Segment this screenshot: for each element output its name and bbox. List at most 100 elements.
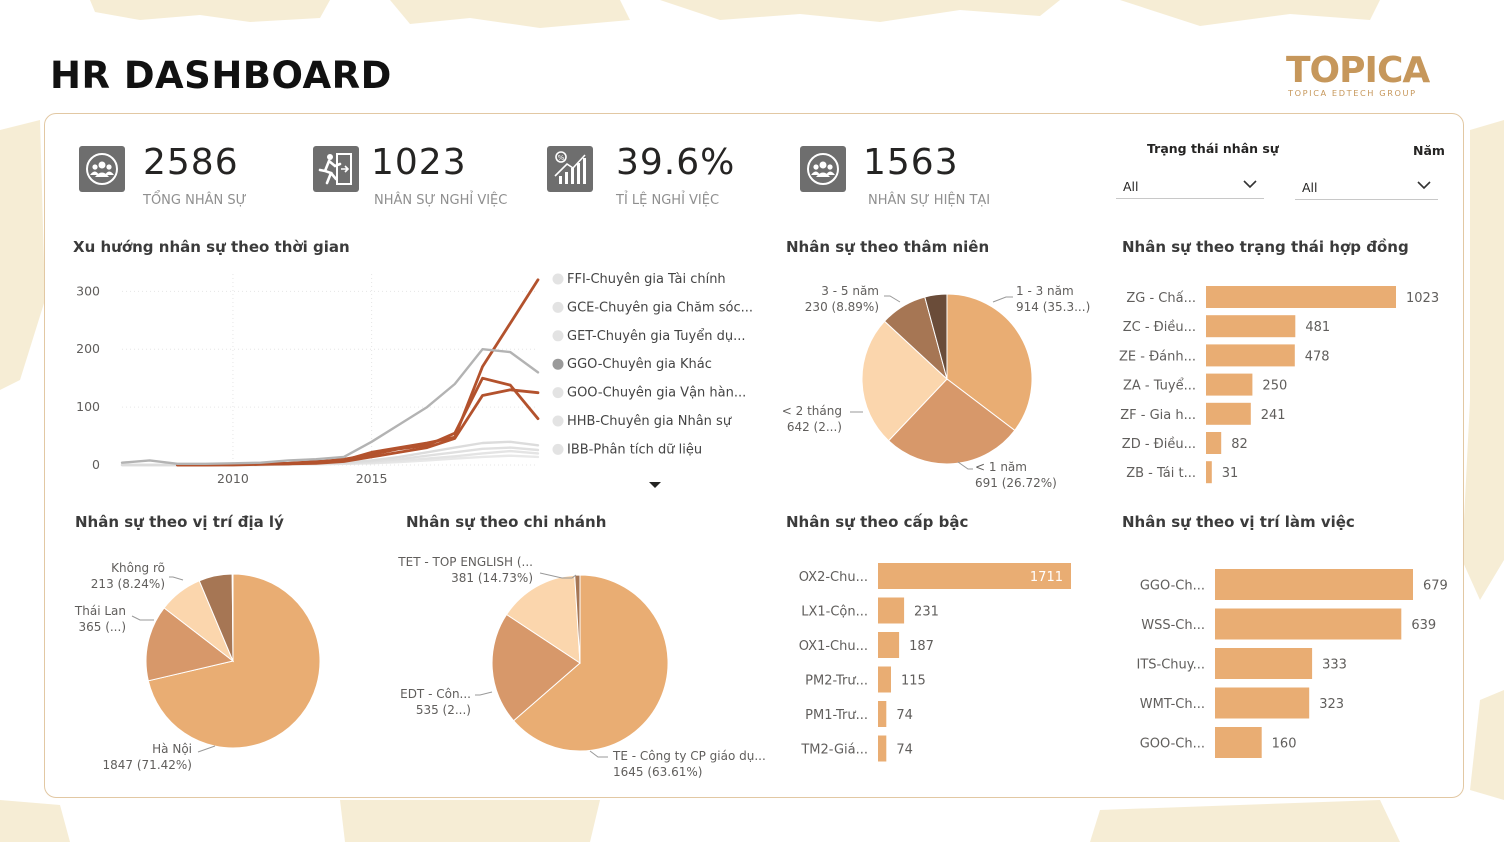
slice-label: < 1 năm [975,460,1027,474]
slice-label: TET - TOP ENGLISH (... [397,555,533,569]
category-label: WSS-Ch... [1141,618,1205,633]
exit-door-icon [313,146,359,192]
series-line [176,376,540,467]
bar-value-label: 31 [1222,466,1239,481]
slice-value: 213 (8.24%) [91,577,165,591]
kpi-value: 2586 [143,142,239,183]
dropdown-value: All [1123,179,1139,194]
pie-slice [512,574,669,752]
slice-label: Hà Nội [152,742,192,756]
category-label: GGO-Ch... [1140,579,1205,594]
bar-value-label: 187 [909,639,934,654]
bar [1206,432,1222,454]
legend-item: GOO-Chuyên gia Vận hàn... [567,386,746,401]
geo-chart-title: Nhân sự theo vị trí địa lý [75,513,284,531]
legend-item: GGO-Chuyên gia Khác [567,357,712,372]
category-label: PM1-Trư... [805,708,868,723]
bar-value-label: 250 [1262,379,1287,394]
legend-marker [552,387,564,399]
slice-label: 3 - 5 năm [821,284,879,298]
kpi-label: TỔNG NHÂN SỰ [143,193,247,208]
pie-slice [887,378,1016,465]
people-group-icon [800,146,846,192]
category-label: PM2-Trư... [805,674,868,689]
legend-marker [552,301,564,313]
series-line [176,278,540,467]
x-tick-label: 2010 [217,471,249,486]
category-label: ZF - Gia h... [1120,408,1196,423]
slice-label: < 2 tháng [782,404,842,418]
seniority-chart-title: Nhân sự theo thâm niên [786,238,990,256]
pie-slice [145,607,235,682]
contract-chart-title: Nhân sự theo trạng thái hợp đồng [1122,238,1409,256]
position-chart-title: Nhân sự theo vị trí làm việc [1122,513,1355,531]
rate-chart-icon: % [547,146,593,192]
legend-marker [552,415,564,427]
category-label: ZA - Tuyể... [1123,379,1196,394]
leader-line [957,461,973,470]
slice-label: EDT - Côn... [400,687,471,701]
slice-value: 381 (14.73%) [451,571,533,585]
category-label: ZC - Điều... [1123,320,1196,335]
scroll-down-arrow-icon [649,482,661,488]
category-label: OX2-Chu... [799,570,868,585]
legend-marker [552,330,564,342]
leader-line [589,750,608,758]
bar [1206,402,1251,425]
topica-logo: TOPICA TOPICA EDTECH GROUP [1284,50,1430,100]
slice-value: 535 (2...) [416,703,471,717]
slice-value: 365 (...) [78,620,126,634]
bar-value-label: 241 [1261,408,1286,423]
bar-value-label: 82 [1231,437,1248,452]
chevron-down-icon [1243,180,1257,189]
kpi-value: 1563 [863,142,959,183]
legend-item: GCE-Chuyên gia Chăm sóc... [567,300,753,315]
kpi-value: 1023 [371,142,467,183]
contract-bar-chart: ZG - Chấ... 1023 ZC - Điều... 481 ZE - Đánh.… [1119,286,1439,484]
leader-line [884,295,901,303]
level-bar-chart: OX2-Chu... 1711 LX1-Cộn... 231 OX1-Chu... 187… [799,563,1071,762]
pie-slice [231,573,234,662]
slice-value: 1645 (63.61%) [613,765,702,779]
slice-value: 642 (2...) [787,420,842,434]
bar [1215,569,1413,600]
bar [1206,315,1296,338]
trend-chart-title: Xu hướng nhân sự theo thời gian [73,238,350,256]
year-dropdown[interactable]: All [1295,172,1438,200]
bar-value-label: 679 [1423,579,1448,594]
bar [878,632,900,658]
bar-value-label: 74 [896,708,913,723]
bar-value-label: 1023 [1406,291,1439,306]
slicer-title: Năm [1413,143,1445,158]
bar-value-label: 231 [914,605,939,620]
y-tick-label: 300 [76,283,100,298]
logo-tagline: TOPICA EDTECH GROUP [1288,88,1417,98]
legend-marker [552,443,564,455]
series-line [120,348,540,465]
geo-pie-chart: Hà Nội 1847 (71.42%) Thái Lan 365 (...) Khôn… [74,561,321,772]
leader-line [992,296,1013,303]
pie-slice [147,573,321,749]
leader-line [475,691,493,696]
pie-slice [491,613,581,722]
seniority-pie-chart: 1 - 3 năm 914 (35.3...) < 1 năm 691 (26.72%… [782,284,1090,490]
bar-value-label: 74 [896,743,913,758]
legend-item: GET-Chuyên gia Tuyển dụ... [567,329,745,344]
slice-value: 691 (26.72%) [975,476,1057,490]
bar [878,666,891,693]
pie-slice [505,574,581,664]
y-tick-label: 0 [92,457,100,472]
bar-value-label: 1711 [1030,570,1063,585]
leader-line [197,745,216,753]
category-label: ZG - Chấ... [1126,291,1196,306]
slice-value: 230 (8.89%) [805,300,879,314]
level-chart-title: Nhân sự theo cấp bậc [786,513,969,531]
bar [878,701,887,727]
position-bar-chart: GGO-Ch... 679 WSS-Ch... 639 ITS-Chuy... 333 WM… [1136,569,1448,758]
status-dropdown[interactable]: All [1116,171,1264,199]
category-label: ITS-Chuy... [1136,658,1205,673]
category-label: WMT-Ch... [1140,697,1205,712]
bar [1215,727,1262,758]
leader-line [539,572,577,579]
category-label: TM2-Giá... [800,743,868,758]
